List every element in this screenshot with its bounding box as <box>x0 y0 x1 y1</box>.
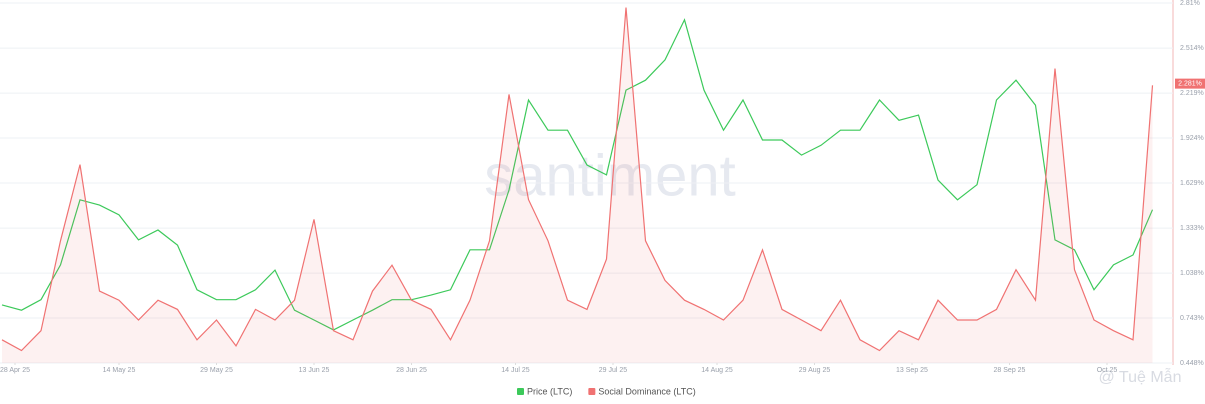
x-tick-label: 29 Jul 25 <box>599 367 628 374</box>
legend-swatch <box>517 388 524 395</box>
x-tick-label: 13 Sep 25 <box>896 367 928 374</box>
y2-tick-label: 1.629% <box>1180 180 1204 187</box>
y2-tick-label: 2.219% <box>1180 90 1204 97</box>
y2-tick-label: 1.038% <box>1180 270 1204 277</box>
x-tick-label: 14 Jul 25 <box>501 367 530 374</box>
y2-tick-label: 1.333% <box>1180 225 1204 232</box>
x-tick-label: 13 Jun 25 <box>299 367 330 374</box>
y2-tick-label: 2.81% <box>1180 0 1200 7</box>
watermark: santiment <box>484 143 735 208</box>
x-tick-label: Oct 25 <box>1097 367 1118 374</box>
last-value-badge <box>1175 78 1205 89</box>
x-tick-label: 14 May 25 <box>103 367 136 374</box>
series-line <box>1 7 1154 352</box>
area-fill <box>2 7 1153 363</box>
y2-tick-label: 0.448% <box>1180 360 1204 367</box>
last-value-label: 2.281% <box>1178 80 1202 87</box>
series-line <box>1 18 1154 331</box>
x-tick-label: 28 Apr 25 <box>0 367 30 374</box>
legend-label: Social Dominance (LTC) <box>598 386 695 396</box>
x-tick-label: 14 Aug 25 <box>701 367 733 374</box>
y2-tick-label: 1.924% <box>1180 135 1204 142</box>
y2-tick-label: 2.514% <box>1180 45 1204 52</box>
legend-label: Price (LTC) <box>527 386 572 396</box>
legend-swatch <box>588 388 596 395</box>
x-tick-label: 29 Aug 25 <box>799 367 831 374</box>
x-tick-label: 28 Sep 25 <box>994 367 1026 374</box>
x-tick-label: 28 Jun 25 <box>396 367 427 374</box>
y2-tick-label: 0.743% <box>1180 315 1204 322</box>
x-tick-label: 29 May 25 <box>200 367 233 374</box>
credit: @ Tuệ Mẫn <box>1099 367 1182 386</box>
